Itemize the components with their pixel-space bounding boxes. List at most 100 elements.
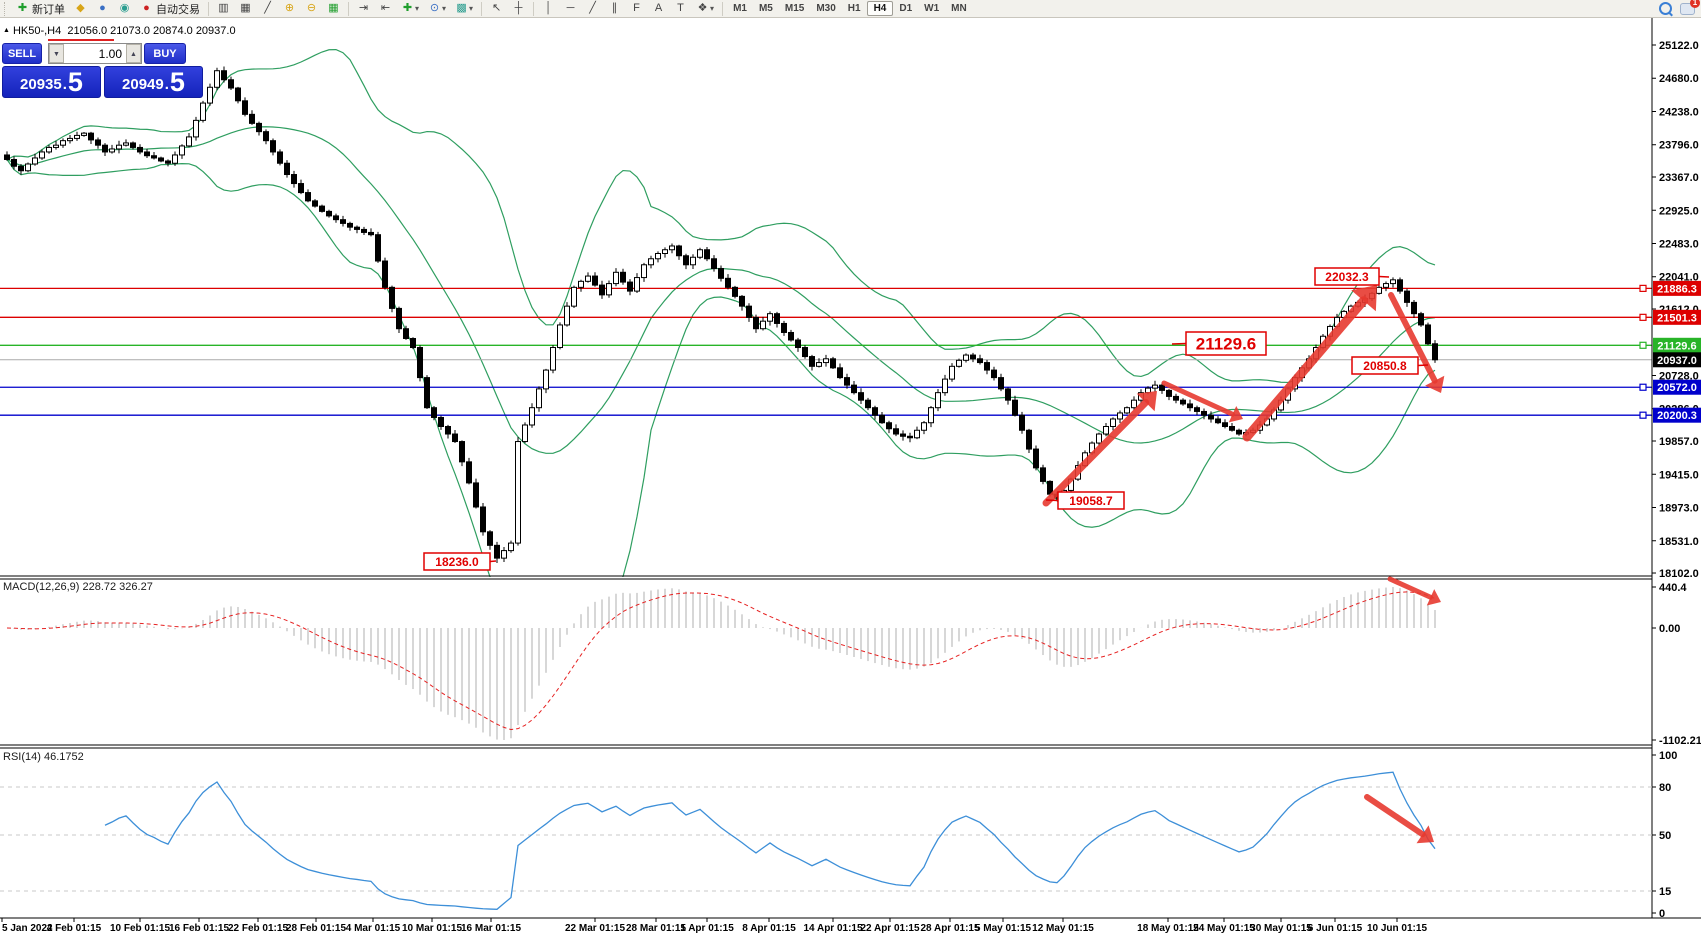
new-order-icon: ✚: [17, 2, 28, 14]
trendline-icon: ╱: [589, 2, 596, 14]
svg-text:0: 0: [1659, 908, 1665, 920]
profile-icon: ●: [99, 2, 106, 14]
svg-text:21886.3: 21886.3: [1657, 283, 1697, 295]
templates-button[interactable]: ▩ ▾: [451, 1, 477, 17]
svg-text:20572.0: 20572.0: [1657, 382, 1697, 394]
zoom-in-icon: ⊕: [284, 2, 295, 14]
chart-shift-icon: ⇥: [358, 2, 369, 14]
bar-chart-button[interactable]: ▥: [213, 1, 234, 17]
shapes-icon: ❖: [697, 2, 708, 14]
chevron-down-icon: ▾: [469, 4, 474, 13]
timeframe-m1[interactable]: M1: [733, 3, 747, 14]
eraser-icon: ◆: [76, 2, 85, 14]
toolbar-separator: [722, 1, 724, 16]
templates-icon: ▩: [456, 2, 467, 14]
search-icon[interactable]: [1659, 1, 1672, 15]
svg-text:22041.0: 22041.0: [1659, 272, 1699, 284]
volume-decrease-button[interactable]: ▼: [49, 44, 64, 63]
profile-button[interactable]: ●: [92, 1, 113, 17]
svg-text:14 Apr 01:15: 14 Apr 01:15: [803, 923, 863, 934]
candlestick-icon: ▦: [240, 2, 251, 14]
new-order-button[interactable]: ✚ 新订单: [12, 1, 69, 17]
svg-text:18973.0: 18973.0: [1659, 503, 1699, 515]
candlestick-button[interactable]: ▦: [235, 1, 256, 17]
channel-button[interactable]: ∥: [604, 1, 625, 17]
text-label-button[interactable]: T: [670, 1, 691, 17]
notifications-icon[interactable]: 1: [1680, 0, 1700, 15]
ohlc-quotes: 21056.0 21073.0 20874.0 20937.0: [67, 25, 236, 37]
candlestick-series: [4, 66, 1438, 563]
sell-price-panel[interactable]: 20935. 5: [2, 66, 101, 98]
indicators-icon: ✚: [402, 2, 413, 14]
tile-windows-button[interactable]: ▦: [323, 1, 344, 17]
volume-stepper: ▼ ▲: [48, 43, 142, 64]
volume-input[interactable]: [64, 44, 126, 63]
zoom-out-button[interactable]: ⊖: [301, 1, 322, 17]
timeframe-d1[interactable]: D1: [899, 3, 913, 14]
svg-text:24 May 01:15: 24 May 01:15: [1193, 923, 1255, 934]
buy-price-panel[interactable]: 20949. 5: [104, 66, 203, 98]
zoom-in-button[interactable]: ⊕: [279, 1, 300, 17]
timeframe-m5[interactable]: M5: [758, 3, 773, 14]
svg-text:10 Mar 01:15: 10 Mar 01:15: [402, 923, 462, 934]
signal-icon: ◉: [119, 2, 130, 14]
auto-scroll-button[interactable]: ⇤: [375, 1, 396, 17]
svg-text:15: 15: [1659, 886, 1671, 898]
timeframe-m30[interactable]: M30: [816, 3, 836, 14]
timeframe-m15[interactable]: M15: [784, 3, 805, 14]
timeframe-h4[interactable]: H4: [866, 1, 894, 16]
auto-trading-label: 自动交易: [156, 3, 200, 16]
signal-button[interactable]: ◉: [114, 1, 135, 17]
line-chart-icon: ╱: [264, 2, 271, 14]
text-button[interactable]: A: [648, 1, 669, 17]
periods-button[interactable]: ⊙ ▾: [424, 1, 450, 17]
svg-text:21129.6: 21129.6: [1196, 335, 1257, 354]
spin-up-icon: ▲: [130, 51, 137, 58]
fibonacci-button[interactable]: F: [626, 1, 647, 17]
timeframe-w1[interactable]: W1: [924, 3, 940, 14]
sell-button[interactable]: SELL: [2, 43, 42, 64]
toolbar-separator: [208, 1, 209, 16]
horizontal-line-button[interactable]: ─: [560, 1, 581, 17]
svg-text:20200.3: 20200.3: [1657, 410, 1697, 422]
fibonacci-icon: F: [633, 2, 640, 14]
cursor-button[interactable]: ↖: [486, 1, 507, 17]
chart-shift-button[interactable]: ⇥: [353, 1, 374, 17]
svg-text:22 Apr 01:15: 22 Apr 01:15: [860, 923, 920, 934]
svg-text:28 Feb 01:15: 28 Feb 01:15: [286, 923, 346, 934]
zoom-out-icon: ⊖: [306, 2, 317, 14]
timeframe-mn[interactable]: MN: [951, 3, 967, 14]
svg-text:28 Apr 01:15: 28 Apr 01:15: [920, 923, 980, 934]
crosshair-button[interactable]: ┼: [508, 1, 529, 17]
new-order-label: 新订单: [32, 3, 65, 16]
buy-button[interactable]: BUY: [144, 43, 186, 64]
svg-text:16 Mar 01:15: 16 Mar 01:15: [461, 923, 521, 934]
spin-down-icon: ▼: [53, 51, 60, 58]
shapes-button[interactable]: ❖ ▾: [692, 1, 718, 17]
rsi-pane: [0, 771, 1652, 910]
symbol-marker-icon: ▲: [3, 27, 10, 34]
chevron-down-icon: ▾: [442, 4, 447, 13]
chart-header: ▲ HK50-,H4 21056.0 21073.0 20874.0 20937.…: [3, 25, 236, 37]
svg-text:30 May 01:15: 30 May 01:15: [1250, 923, 1312, 934]
main-toolbar: ✚ 新订单 ◆ ● ◉ ● 自动交易 ▥ ▦ ╱ ⊕ ⊖ ▦ ⇥ ⇤ ✚ ▾ ⊙: [0, 0, 1701, 18]
decimal-dot: .: [164, 76, 169, 93]
timeframe-h1[interactable]: H1: [847, 3, 861, 14]
svg-text:5 Jan 2022: 5 Jan 2022: [2, 923, 53, 934]
vertical-line-button[interactable]: │: [538, 1, 559, 17]
svg-text:20850.8: 20850.8: [1363, 359, 1407, 373]
svg-text:19415.0: 19415.0: [1659, 469, 1699, 481]
volume-increase-button[interactable]: ▲: [126, 44, 141, 63]
trendline-button[interactable]: ╱: [582, 1, 603, 17]
toolbar-separator: [481, 1, 483, 16]
auto-trading-button[interactable]: ● 自动交易: [136, 1, 204, 17]
svg-text:4 Mar 01:15: 4 Mar 01:15: [346, 923, 401, 934]
line-chart-button[interactable]: ╱: [257, 1, 278, 17]
svg-text:440.4: 440.4: [1659, 582, 1687, 594]
svg-text:100: 100: [1659, 750, 1677, 762]
eraser-button[interactable]: ◆: [70, 1, 91, 17]
indicators-button[interactable]: ✚ ▾: [397, 1, 423, 17]
text-label-icon: T: [677, 2, 684, 14]
